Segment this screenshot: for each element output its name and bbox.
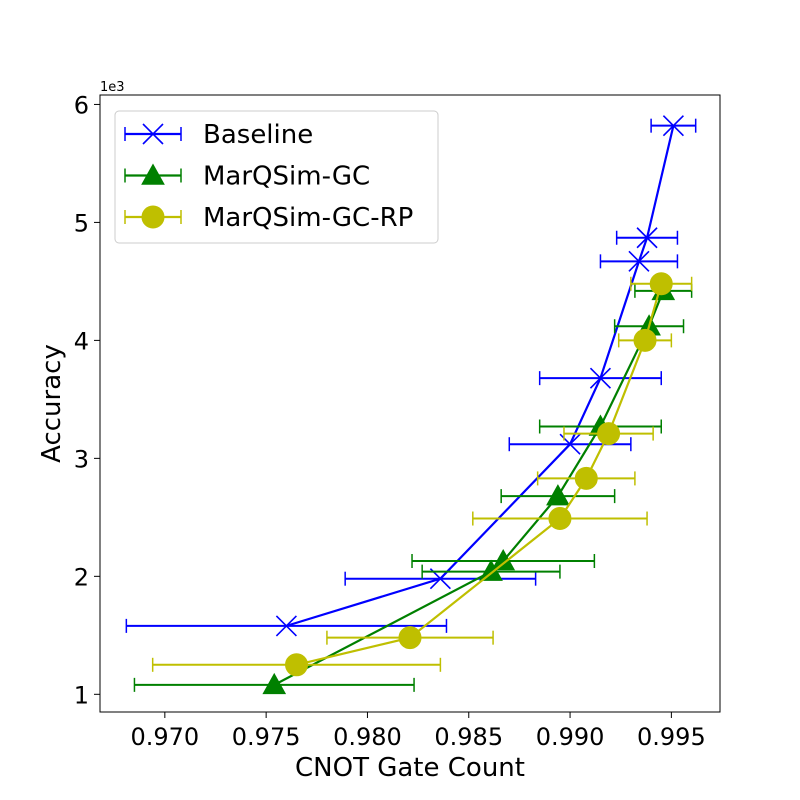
x-tick-label: 0.995 xyxy=(637,723,706,751)
circle-marker xyxy=(398,626,422,650)
triangle-marker xyxy=(262,672,287,695)
legend-box xyxy=(114,110,439,244)
legend-item: MarQSim-GC xyxy=(124,162,370,192)
legend-item: Baseline xyxy=(124,120,313,150)
y-tick-label: 2 xyxy=(74,563,89,591)
x-marker xyxy=(275,615,297,637)
series-baseline xyxy=(125,115,697,637)
x-marker xyxy=(142,123,164,145)
plot-area xyxy=(125,115,697,695)
x-tick-label: 0.990 xyxy=(536,723,605,751)
x-axis-label: CNOT Gate Count xyxy=(295,753,525,783)
x-marker xyxy=(662,115,684,137)
circle-marker xyxy=(597,422,621,446)
x-marker-stroke xyxy=(628,250,650,272)
triangle-marker xyxy=(546,484,570,506)
x-marker-stroke xyxy=(275,615,297,637)
y-tick-label: 3 xyxy=(74,445,89,473)
x-marker-stroke xyxy=(559,433,581,455)
x-tick-label: 0.970 xyxy=(130,723,199,751)
circle-marker xyxy=(548,507,572,531)
circle-marker xyxy=(285,653,309,677)
x-marker-stroke xyxy=(589,367,612,389)
legend-label: Baseline xyxy=(203,120,313,150)
circle-marker xyxy=(649,272,673,296)
legend-label: MarQSim-GC xyxy=(203,162,370,192)
triangle-marker xyxy=(479,559,503,581)
y-tick-label: 1 xyxy=(74,681,89,709)
circle-marker xyxy=(574,466,598,490)
circle-marker xyxy=(633,328,657,352)
x-marker xyxy=(628,250,650,272)
y-offset-label: 1e3 xyxy=(100,80,125,95)
x-marker-stroke xyxy=(662,115,684,137)
x-marker xyxy=(636,227,658,249)
y-axis-label: Accuracy xyxy=(37,344,67,463)
x-tick-label: 0.980 xyxy=(333,723,402,751)
x-marker-stroke xyxy=(142,123,164,145)
legend-label: MarQSim-GC-RP xyxy=(203,203,413,233)
series-marqsim-gc-rp xyxy=(151,272,693,677)
x-tick-label: 0.975 xyxy=(232,723,301,751)
x-marker xyxy=(589,367,612,389)
y-tick-label: 6 xyxy=(74,91,89,119)
legend-item: MarQSim-GC-RP xyxy=(124,203,413,233)
x-tick-label: 0.985 xyxy=(434,723,503,751)
triangle-marker xyxy=(141,163,165,185)
x-axis: 0.970 0.975 0.980 0.985 0.990 0.995 xyxy=(130,712,706,751)
x-marker-stroke xyxy=(636,227,658,249)
y-axis: 1 2 3 4 5 6 xyxy=(74,91,100,709)
y-tick-label: 5 xyxy=(74,209,89,237)
y-tick-label: 4 xyxy=(74,327,89,355)
legend: Baseline MarQSim-GC MarQSim-GC-RP xyxy=(114,110,439,244)
circle-marker xyxy=(141,205,165,229)
plot-frame xyxy=(99,94,721,713)
